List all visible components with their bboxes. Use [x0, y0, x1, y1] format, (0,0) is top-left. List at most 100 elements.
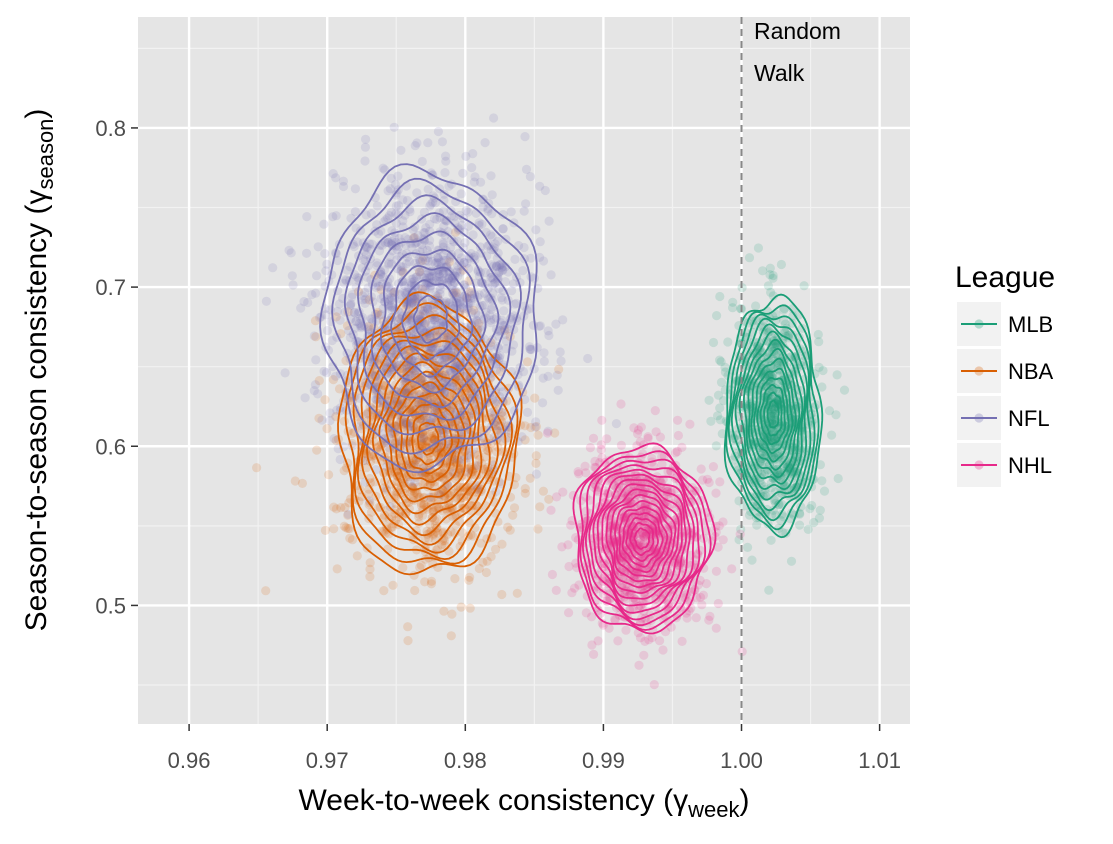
data-point-nfl [320, 249, 330, 259]
data-point-mlb [704, 395, 714, 405]
data-point-nba [397, 396, 407, 406]
data-point-nfl [435, 285, 445, 295]
data-point-mlb [767, 339, 778, 350]
data-point-mlb [716, 357, 726, 367]
data-point-nfl [468, 230, 478, 240]
data-point-mlb [774, 395, 785, 405]
y-tick-label: 0.8 [95, 116, 126, 141]
data-point-mlb [817, 382, 827, 392]
data-point-nhl [580, 461, 590, 471]
data-point-nfl [280, 368, 290, 378]
data-point-nfl [386, 300, 396, 311]
data-point-nfl [410, 294, 420, 304]
data-point-nfl [447, 211, 457, 221]
data-point-nfl [385, 184, 395, 194]
data-point-nfl [468, 149, 478, 159]
legend-label-mlb: MLB [1008, 312, 1053, 337]
data-point-nfl [312, 271, 322, 281]
data-point-nhl [633, 429, 643, 439]
data-point-nba [406, 463, 416, 473]
data-point-nfl [543, 426, 553, 436]
data-point-nfl [444, 275, 454, 285]
data-point-mlb [786, 556, 797, 566]
data-point-nba [427, 433, 437, 443]
data-point-nfl [407, 298, 418, 308]
data-point-nba [461, 381, 471, 391]
data-point-nfl [372, 201, 382, 211]
data-point-nfl [479, 288, 490, 298]
data-point-nhl [651, 427, 661, 437]
data-point-nba [425, 429, 435, 439]
data-point-nfl [423, 138, 433, 148]
data-point-nba [343, 523, 353, 534]
data-point-nba [358, 456, 368, 466]
data-point-nfl [391, 201, 401, 211]
data-point-mlb [781, 323, 792, 333]
data-point-nfl [452, 387, 462, 397]
data-point-nfl [459, 455, 469, 465]
data-point-nfl [487, 190, 497, 200]
data-point-nfl [386, 207, 396, 217]
data-point-nfl [391, 237, 401, 247]
data-point-nhl [708, 462, 719, 472]
data-point-nhl [649, 680, 659, 690]
data-point-nba [533, 524, 543, 534]
data-point-nba [369, 437, 379, 447]
data-point-nfl [450, 218, 460, 228]
data-point-nba [473, 324, 483, 334]
data-point-nfl [470, 251, 480, 261]
data-point-nhl [546, 505, 556, 515]
data-point-nfl [424, 271, 434, 281]
data-point-nfl [412, 272, 422, 282]
data-point-nfl [421, 223, 431, 233]
data-point-nfl [495, 350, 505, 361]
data-point-nba [465, 603, 475, 613]
data-point-mlb [831, 410, 841, 420]
data-point-nfl [446, 251, 456, 261]
data-point-mlb [774, 499, 784, 509]
data-point-nfl [508, 279, 519, 289]
data-point-nfl [553, 385, 563, 395]
data-point-nba [365, 478, 375, 488]
data-point-nba [424, 472, 434, 482]
data-point-mlb [795, 520, 805, 530]
data-point-nfl [375, 240, 385, 250]
data-point-nhl [658, 645, 668, 655]
data-point-nfl [531, 225, 541, 235]
data-point-nfl [448, 382, 458, 392]
data-point-nfl [452, 267, 462, 277]
data-point-nfl [397, 265, 407, 276]
data-point-nfl [583, 353, 593, 364]
data-point-nhl [715, 477, 725, 487]
data-point-nba [449, 457, 459, 467]
data-point-nba [364, 322, 374, 332]
data-point-nfl [458, 300, 468, 310]
data-point-nfl [418, 309, 428, 319]
data-point-nfl [531, 417, 541, 427]
data-point-nba [492, 447, 502, 457]
data-point-nhl [650, 406, 660, 416]
data-point-mlb [768, 409, 778, 419]
data-point-nhl [695, 592, 706, 602]
data-point-nfl [328, 212, 338, 222]
data-point-nfl [467, 163, 477, 173]
data-point-nfl [352, 272, 362, 282]
data-point-nhl [542, 428, 553, 438]
data-point-nfl [321, 310, 331, 320]
data-point-nfl [498, 261, 508, 271]
data-point-nfl [535, 321, 546, 331]
data-point-nba [443, 332, 453, 342]
data-point-nhl [705, 611, 715, 622]
data-point-mlb [768, 415, 778, 425]
data-point-nfl [464, 253, 474, 263]
data-point-nfl [361, 134, 371, 144]
data-point-nfl [311, 355, 321, 365]
data-point-nba [261, 586, 271, 596]
data-point-nfl [378, 163, 388, 173]
data-point-nba [412, 530, 422, 540]
data-point-nfl [390, 179, 401, 190]
data-point-nfl [538, 256, 549, 266]
data-point-nfl [414, 315, 424, 325]
data-point-nba [458, 500, 468, 510]
